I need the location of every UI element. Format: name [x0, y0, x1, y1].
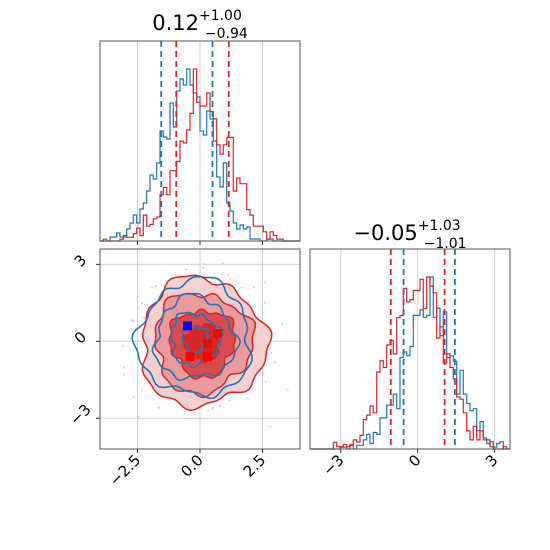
blue-contour-level	[181, 325, 209, 354]
histogram-series	[310, 276, 510, 450]
sample-point	[286, 389, 289, 391]
sample-point	[131, 319, 133, 322]
panel-title: −0.05+1.03 −1.01	[353, 218, 466, 252]
sample-point	[210, 408, 213, 411]
sample-point	[269, 425, 272, 428]
sample-point	[132, 396, 135, 398]
sample-point	[220, 273, 223, 276]
sample-point	[269, 347, 272, 350]
x-tick-label: 2.5	[240, 451, 270, 481]
histogram-lines	[310, 276, 510, 450]
sample-point	[219, 405, 221, 407]
x-tick-label: 0	[405, 451, 424, 470]
marker	[203, 352, 212, 362]
y-tick-label: 3	[71, 251, 90, 270]
marker	[203, 339, 212, 349]
sample-point	[247, 397, 249, 400]
histogram-series	[100, 68, 300, 242]
sample-point	[123, 373, 125, 376]
sample-point	[252, 286, 255, 289]
tick-marks	[96, 263, 263, 453]
marker	[185, 352, 195, 362]
x-tick-labels: −2.5 0.0 2.5	[106, 451, 269, 489]
sample-point	[137, 416, 140, 418]
sample-point	[263, 281, 266, 283]
quantile-lines	[160, 41, 230, 241]
blue-contour-level	[151, 292, 241, 381]
sample-point	[158, 406, 161, 409]
y-tick-labels: 3 0 −3	[66, 251, 94, 429]
sample-point	[187, 419, 190, 422]
sample-point	[202, 266, 204, 269]
sample-point	[274, 361, 276, 364]
x-tick-label: −3	[319, 451, 347, 479]
sample-point	[212, 406, 215, 409]
sample-point	[263, 301, 266, 304]
sample-point	[221, 262, 224, 265]
axes-frame	[309, 248, 511, 450]
grid	[340, 249, 496, 449]
blue-contour-level	[131, 275, 253, 400]
panel-title: 0.12+1.00 −0.94	[152, 8, 248, 42]
sample-point	[185, 268, 187, 271]
quantile-lines	[389, 249, 456, 449]
sample-point	[151, 286, 153, 289]
x-tick-label: 3	[482, 451, 501, 470]
contour-panel: −2.5 0.0 2.5 3 0 −3	[66, 248, 301, 490]
sample-point	[141, 388, 144, 391]
sample-point	[204, 263, 206, 265]
sample-point	[207, 409, 210, 412]
sample-point	[228, 399, 231, 402]
y-tick-label: −3	[66, 401, 94, 429]
tick-marks	[340, 449, 496, 453]
sample-point	[227, 273, 230, 276]
grid	[137, 41, 263, 241]
sample-point	[143, 317, 145, 320]
sample-point	[154, 285, 157, 288]
sample-point	[229, 277, 231, 280]
y-tick-label: 0	[71, 328, 90, 347]
sample-point	[240, 286, 243, 289]
sample-point	[122, 345, 124, 347]
markers	[183, 321, 222, 362]
sample-point	[270, 352, 273, 354]
sample-point	[137, 306, 139, 309]
marker	[183, 321, 192, 331]
sample-point	[136, 295, 139, 298]
sample-point	[264, 381, 267, 383]
sample-point	[154, 298, 157, 301]
histogram-panel-1: 0.12+1.00 −0.94	[99, 8, 301, 245]
x-tick-label: 0.0	[177, 451, 207, 481]
histogram-series	[310, 276, 510, 450]
histogram-lines	[100, 68, 300, 242]
x-tick-label: −2.5	[106, 451, 144, 489]
marker	[213, 329, 222, 339]
sample-point	[247, 300, 250, 303]
sample-point	[281, 323, 283, 325]
tick-marks	[137, 241, 263, 245]
sample-point	[141, 302, 143, 304]
sample-point	[262, 373, 265, 375]
sample-point	[123, 366, 125, 369]
histogram-panel-2: −3 0 3 −0.05+1.03 −1.01	[309, 218, 511, 479]
x-tick-labels: −3 0 3	[319, 451, 501, 479]
